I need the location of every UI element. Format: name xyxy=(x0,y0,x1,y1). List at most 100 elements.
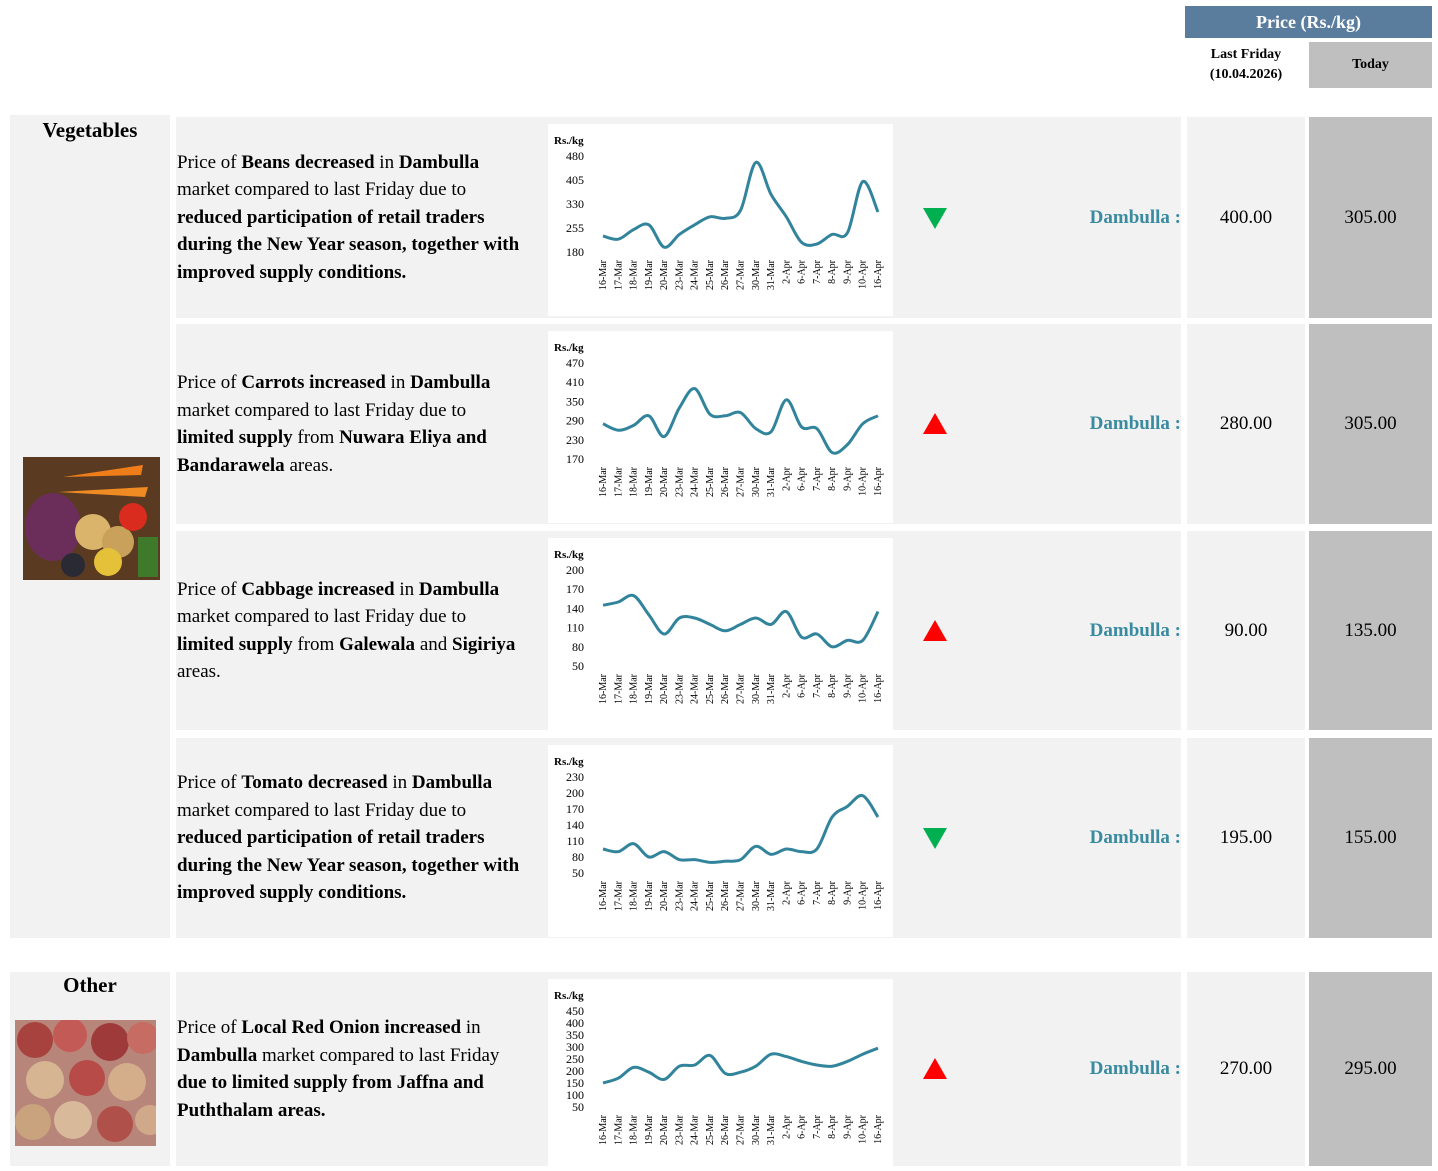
y-tick-label: 410 xyxy=(566,375,584,389)
x-tick-label: 16-Apr xyxy=(873,1114,884,1144)
x-tick-label: 18-Mar xyxy=(629,1114,640,1145)
x-tick-label: 17-Mar xyxy=(613,466,624,497)
y-tick-label: 255 xyxy=(566,221,584,235)
x-tick-label: 30-Mar xyxy=(751,466,762,497)
x-tick-label: 10-Apr xyxy=(858,673,869,703)
x-tick-label: 26-Mar xyxy=(720,1114,731,1145)
today-price: 295.00 xyxy=(1309,972,1432,1166)
x-tick-label: 18-Mar xyxy=(629,259,640,290)
x-tick-label: 24-Mar xyxy=(690,880,701,911)
y-tick-label: 230 xyxy=(566,433,584,447)
vegetables-image xyxy=(23,457,160,580)
x-tick-label: 2-Apr xyxy=(781,673,792,698)
arrow-down xyxy=(923,208,947,229)
x-tick-label: 10-Apr xyxy=(858,259,869,289)
description-text: Price of Tomato decreased in Dambulla ma… xyxy=(177,769,527,907)
trend-arrow xyxy=(922,206,948,230)
section-title: Vegetables xyxy=(10,118,170,143)
description-segment: Price of xyxy=(177,152,241,173)
y-tick-label: 80 xyxy=(572,850,584,864)
x-tick-label: 17-Mar xyxy=(613,1114,624,1145)
description-segment: and xyxy=(415,634,452,655)
x-tick-label: 8-Apr xyxy=(827,259,838,284)
y-tick-label: 405 xyxy=(566,173,584,187)
x-tick-label: 17-Mar xyxy=(613,259,624,290)
today-price: 135.00 xyxy=(1309,531,1432,730)
x-tick-label: 16-Apr xyxy=(873,259,884,289)
description-segment: in xyxy=(386,372,410,393)
x-tick-label: 6-Apr xyxy=(797,673,808,698)
x-tick-label: 25-Mar xyxy=(705,880,716,911)
x-tick-label: 27-Mar xyxy=(736,880,747,911)
description-segment: Beans decreased xyxy=(241,152,374,173)
x-tick-label: 27-Mar xyxy=(736,466,747,497)
y-tick-label: 140 xyxy=(566,818,584,832)
y-tick-label: 250 xyxy=(566,1052,584,1066)
x-tick-label: 6-Apr xyxy=(797,259,808,284)
description-segment: Sigiriya xyxy=(452,634,515,655)
x-tick-label: 19-Mar xyxy=(644,673,655,704)
x-tick-label: 6-Apr xyxy=(797,1114,808,1139)
x-tick-label: 23-Mar xyxy=(674,1114,685,1145)
description-segment: Dambulla xyxy=(177,1045,257,1066)
x-tick-label: 7-Apr xyxy=(812,1114,823,1139)
section-title: Other xyxy=(10,973,170,998)
price-line xyxy=(603,162,878,247)
description-segment: Tomato decreased xyxy=(241,772,387,793)
description: Price of Carrots increased in Dambulla m… xyxy=(177,324,527,524)
price-line xyxy=(603,389,878,454)
x-tick-label: 19-Mar xyxy=(644,466,655,497)
description: Price of Local Red Onion increased in Da… xyxy=(177,972,527,1166)
today-price: 155.00 xyxy=(1309,738,1432,938)
y-tick-label: 200 xyxy=(566,786,584,800)
description-segment: reduced participation of retail traders … xyxy=(177,207,519,283)
x-tick-label: 19-Mar xyxy=(644,1114,655,1145)
x-tick-label: 10-Apr xyxy=(858,1114,869,1144)
description-segment: areas. xyxy=(285,455,334,476)
x-tick-label: 24-Mar xyxy=(690,466,701,497)
y-tick-label: 290 xyxy=(566,414,584,428)
market-label: Dambulla : xyxy=(1000,531,1181,730)
x-tick-label: 16-Mar xyxy=(598,259,609,290)
y-tick-label: 450 xyxy=(566,1004,584,1018)
x-tick-label: 30-Mar xyxy=(751,1114,762,1145)
x-tick-label: 24-Mar xyxy=(690,259,701,290)
y-axis-label: Rs./kg xyxy=(554,342,584,354)
market-label: Dambulla : xyxy=(1000,738,1181,938)
x-tick-label: 8-Apr xyxy=(827,466,838,491)
last-friday-price: 270.00 xyxy=(1187,972,1305,1166)
x-tick-label: 23-Mar xyxy=(674,466,685,497)
trend-arrow xyxy=(922,412,948,436)
x-tick-label: 30-Mar xyxy=(751,259,762,290)
today-price: 305.00 xyxy=(1309,117,1432,318)
y-axis-label: Rs./kg xyxy=(554,990,584,1002)
description-segment: limited supply xyxy=(177,427,293,448)
last-friday-price: 90.00 xyxy=(1187,531,1305,730)
description-segment: Dambulla xyxy=(412,772,492,793)
y-tick-label: 350 xyxy=(566,394,584,408)
price-line xyxy=(603,595,878,647)
arrow-up xyxy=(923,620,947,641)
x-tick-label: 17-Mar xyxy=(613,880,624,911)
x-tick-label: 16-Mar xyxy=(598,1114,609,1145)
y-tick-label: 170 xyxy=(566,582,584,596)
x-tick-label: 10-Apr xyxy=(858,880,869,910)
x-tick-label: 27-Mar xyxy=(736,1114,747,1145)
x-tick-label: 27-Mar xyxy=(736,673,747,704)
x-tick-label: 18-Mar xyxy=(629,673,640,704)
x-tick-label: 26-Mar xyxy=(720,673,731,704)
x-tick-label: 7-Apr xyxy=(812,880,823,905)
arrow-down xyxy=(923,828,947,849)
x-tick-label: 10-Apr xyxy=(858,466,869,496)
x-tick-label: 31-Mar xyxy=(766,673,777,704)
x-tick-label: 16-Mar xyxy=(598,880,609,911)
y-tick-label: 200 xyxy=(566,563,584,577)
description-segment: Dambulla xyxy=(419,579,499,600)
trend-arrow xyxy=(922,1057,948,1081)
x-tick-label: 16-Mar xyxy=(598,466,609,497)
y-tick-label: 80 xyxy=(572,640,584,654)
chart: Rs./kg508011014017020016-Mar17-Mar18-Mar… xyxy=(548,538,893,730)
